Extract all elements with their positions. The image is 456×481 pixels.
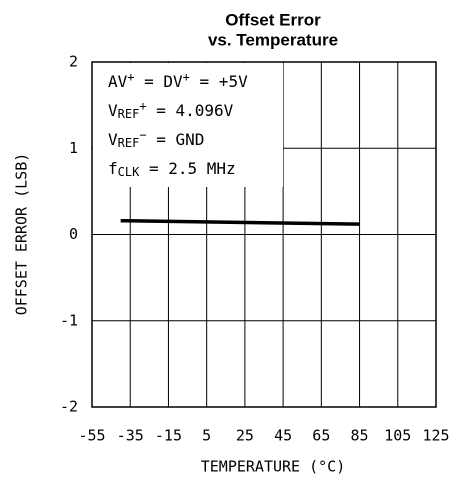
annotation-part: V	[108, 101, 118, 120]
x-tick-label: -15	[155, 427, 182, 445]
annotation-part: f	[108, 159, 118, 178]
y-tick-label: 1	[69, 139, 78, 157]
plot-frame	[91, 61, 437, 408]
x-tick-label: 45	[274, 427, 292, 445]
annotation-part: = DV	[135, 72, 184, 91]
annotation: fCLK = 2.5 MHz	[108, 159, 236, 180]
data-line	[120, 218, 360, 226]
annotation-part: −	[139, 128, 146, 142]
annotation: AV+ = DV+ = +5V	[108, 70, 248, 91]
y-tick-label: 0	[69, 225, 78, 243]
annotation-box	[93, 63, 283, 187]
x-tick-label: -35	[117, 427, 144, 445]
annotation-part: REF	[118, 107, 140, 121]
annotation: VREF+ = 4.096V	[108, 99, 234, 121]
x-tick-label: 5	[202, 427, 211, 445]
x-tick-label: -55	[78, 427, 105, 445]
annotation-part: +	[183, 70, 190, 84]
annotation-part: = GND	[147, 130, 205, 149]
chart-title: vs. Temperature	[208, 30, 338, 49]
annotation-part: CLK	[118, 165, 140, 179]
annotation-part: +	[139, 99, 146, 113]
x-tick-label: 125	[422, 427, 449, 445]
annotation-part: +	[127, 70, 134, 84]
y-tick-label: -1	[60, 311, 78, 329]
annotation-part: V	[108, 130, 118, 149]
x-axis-label: TEMPERATURE (°C)	[201, 458, 346, 476]
x-tick-label: 25	[236, 427, 254, 445]
y-tick-label: 2	[69, 53, 78, 71]
annotation-part: REF	[118, 136, 140, 150]
annotation-part: = +5V	[190, 72, 248, 91]
x-tick-label: 85	[351, 427, 369, 445]
y-tick-label: -2	[60, 398, 78, 416]
annotation-part: AV	[108, 72, 128, 91]
y-axis-label: OFFSET ERROR (LSB)	[13, 153, 31, 316]
annotation-part: = 4.096V	[147, 101, 234, 120]
annotation-part: = 2.5 MHz	[139, 159, 235, 178]
chart-title: Offset Error	[225, 10, 321, 29]
x-tick-label: 65	[312, 427, 330, 445]
annotation: VREF− = GND	[108, 128, 204, 150]
x-tick-label: 105	[384, 427, 411, 445]
